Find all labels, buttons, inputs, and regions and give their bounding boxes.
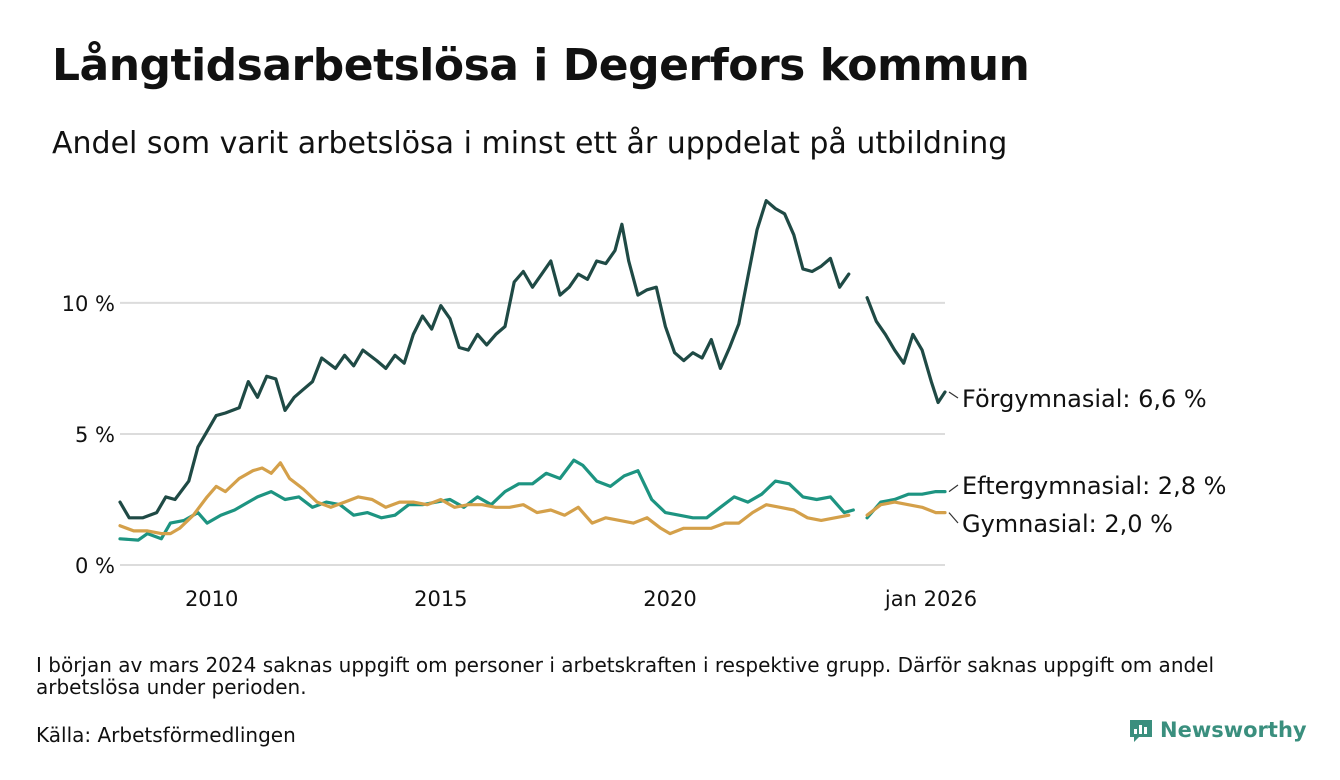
series-label-gymnasial: Gymnasial: 2,0 % (962, 510, 1173, 538)
brand-name: Newsworthy (1160, 718, 1307, 742)
y-axis-ticks: 0 % 5 % 10 % (62, 292, 115, 578)
leader-line-eftergymnasial (948, 484, 959, 493)
x-tick-label: 2010 (185, 587, 238, 611)
line-chart: 0 % 5 % 10 % 2010 2015 2020 jan 2026 Förgymna… (62, 199, 1226, 611)
footnote: I början av mars 2024 saknas uppgift om … (36, 653, 1215, 699)
chart-subtitle: Andel som varit arbetslösa i minst ett å… (52, 126, 1008, 161)
y-tick-label: 10 % (62, 292, 115, 316)
chart-title: Långtidsarbetslösa i Degerfors kommun (52, 40, 1030, 91)
leader-line-gymnasial (948, 512, 959, 524)
series-lines (118, 199, 947, 542)
series-line-förgymnasial-after-gap (865, 296, 947, 405)
x-tick-label: 2020 (643, 587, 696, 611)
series-label-eftergymnasial: Eftergymnasial: 2,8 % (962, 472, 1226, 500)
series-line-eftergymnasial-after-gap (865, 490, 947, 520)
series-line-gymnasial-before-gap (118, 461, 851, 536)
y-tick-label: 5 % (75, 423, 115, 447)
newsworthy-chart-icon (1130, 720, 1152, 742)
source-note: Källa: Arbetsförmedlingen (36, 723, 296, 747)
leader-line-förgymnasial (948, 391, 959, 399)
y-tick-label: 0 % (75, 554, 115, 578)
gridlines (120, 301, 945, 566)
x-axis-ticks: 2010 2015 2020 jan 2026 (185, 587, 977, 611)
series-label-förgymnasial: Förgymnasial: 6,6 % (962, 385, 1207, 413)
x-tick-label: 2015 (414, 587, 467, 611)
newsworthy-logo[interactable]: Newsworthy (1128, 717, 1307, 743)
series-end-labels: Förgymnasial: 6,6 % Eftergymnasial: 2,8 %… (948, 385, 1226, 538)
x-tick-label: jan 2026 (884, 587, 977, 611)
series-line-förgymnasial-before-gap (118, 199, 851, 520)
series-line-gymnasial-after-gap (865, 500, 947, 517)
series-line-eftergymnasial-before-gap (118, 458, 855, 542)
